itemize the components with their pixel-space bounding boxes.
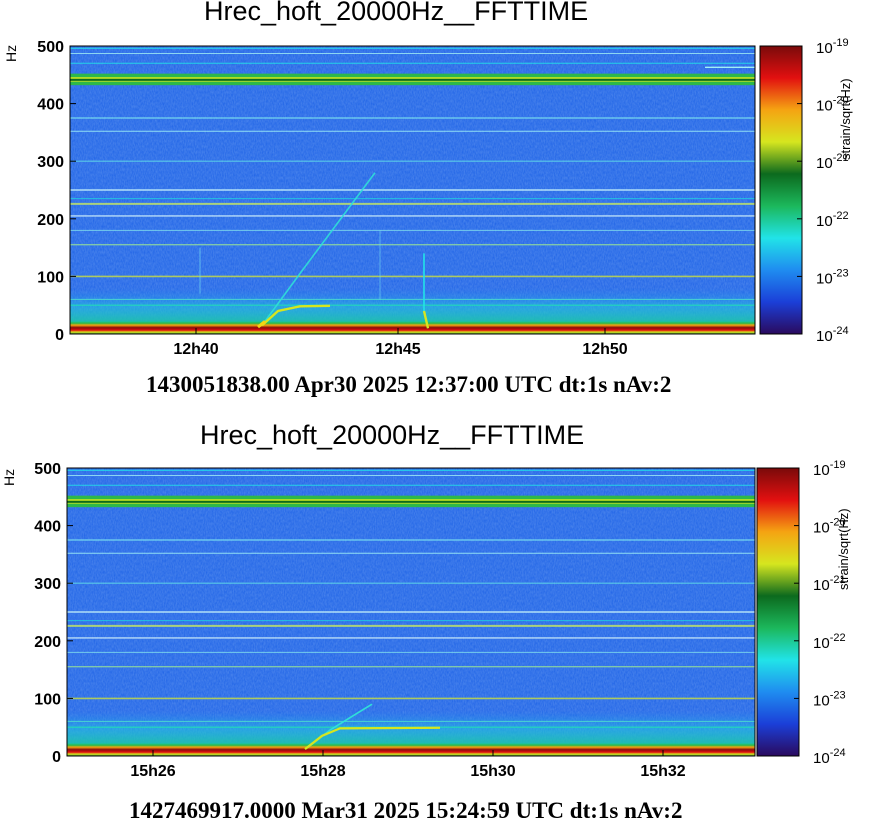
spectrogram-top: 0 100 200 300 400 500 12h40 12h45 12h50 10-19 10-2… bbox=[37, 37, 849, 358]
colorbar bbox=[756, 467, 800, 757]
chart-footer: 1427469917.0000 Mar31 2025 15:24:59 UTC … bbox=[129, 798, 683, 823]
colorbar-label: strain/sqrt(Hz) bbox=[838, 78, 853, 160]
band-440hz-dark bbox=[67, 500, 755, 503]
y-tick-label: 100 bbox=[34, 691, 61, 708]
x-tick-label: 15h32 bbox=[640, 763, 685, 780]
colorbar-tick-exponent: -20 bbox=[833, 95, 849, 107]
low-frequency-noise-band bbox=[70, 321, 755, 334]
x-tick-label: 15h28 bbox=[300, 763, 345, 780]
colorbar-tick-exponent: -24 bbox=[833, 325, 849, 337]
spectrogram-bottom: 0 100 200 300 400 500 15h26 15h28 15h30 15h32 10-1… bbox=[34, 459, 846, 780]
colorbar-tick-label: 10-23 bbox=[813, 689, 846, 709]
x-tick-label: 12h40 bbox=[173, 341, 218, 358]
chart-title: Hrec_hoft_20000Hz__FFTTIME bbox=[204, 0, 589, 26]
colorbar-tick-exponent: -23 bbox=[833, 267, 849, 279]
y-tick-label: 500 bbox=[34, 461, 61, 478]
colorbar-tick-exponent: -22 bbox=[830, 632, 846, 644]
y-tick-label: 400 bbox=[37, 97, 64, 114]
low-frequency-noise-band bbox=[67, 743, 755, 756]
x-tick-label: 15h30 bbox=[470, 763, 515, 780]
spectrogram-panel-bottom: Hrec_hoft_20000Hz__FFTTIME Hz 0 100 200 300… bbox=[0, 420, 885, 837]
colorbar-tick-exponent: -21 bbox=[830, 574, 846, 586]
colorbar-tick-exponent: -22 bbox=[833, 210, 849, 222]
colorbar-tick-label: 10-22 bbox=[816, 210, 849, 230]
chirp-trace-low bbox=[261, 304, 331, 327]
colorbar-tick-label: 10-22 bbox=[813, 632, 846, 652]
chart-footer: 1430051838.00 Apr30 2025 12:37:00 UTC dt… bbox=[146, 372, 672, 397]
y-tick-label: 200 bbox=[34, 634, 61, 651]
chirp-trace-base bbox=[257, 320, 266, 329]
colorbar-label: strain/sqrt(Hz) bbox=[836, 508, 851, 590]
transient-trace-low bbox=[422, 310, 430, 329]
x-tick-label: 12h50 bbox=[582, 341, 627, 358]
plot-frame bbox=[69, 45, 756, 335]
colorbar-tick-label: 10-23 bbox=[816, 267, 849, 287]
chirp-trace-low bbox=[304, 726, 441, 750]
colorbar bbox=[759, 45, 803, 335]
y-tick-label: 500 bbox=[37, 39, 64, 56]
colorbar-tick-label: 10-24 bbox=[813, 747, 846, 767]
colorbar-tick-label: 10-19 bbox=[816, 37, 849, 57]
colorbar-tick-label: 10-19 bbox=[813, 459, 846, 479]
y-tick-label: 400 bbox=[34, 519, 61, 536]
x-tick-label: 15h26 bbox=[130, 763, 175, 780]
colorbar-tick-exponent: -23 bbox=[830, 689, 846, 701]
y-tick-label: 300 bbox=[37, 154, 64, 171]
x-tick-label: 12h45 bbox=[375, 341, 420, 358]
plot-frame bbox=[66, 467, 756, 757]
chart-title: Hrec_hoft_20000Hz__FFTTIME bbox=[200, 420, 585, 450]
colorbar-tick-exponent: -19 bbox=[830, 459, 846, 471]
colorbar-tick-exponent: -21 bbox=[833, 152, 849, 164]
chirp-trace bbox=[261, 172, 376, 326]
y-tick-label: 300 bbox=[34, 576, 61, 593]
spectrogram-panel-top: Hrec_hoft_20000Hz__FFTTIME Hz 0 100 200 300… bbox=[0, 0, 885, 410]
colorbar-tick-label: 10-24 bbox=[816, 325, 849, 345]
colorbar-tick-exponent: -20 bbox=[830, 517, 846, 529]
colorbar-tick-exponent: -24 bbox=[830, 747, 846, 759]
y-tick-label: 0 bbox=[55, 327, 64, 344]
y-tick-label: 0 bbox=[52, 749, 61, 766]
colorbar-tick-exponent: -19 bbox=[833, 37, 849, 49]
band-440hz-dark bbox=[70, 78, 755, 81]
y-tick-label: 200 bbox=[37, 212, 64, 229]
y-tick-label: 100 bbox=[37, 269, 64, 286]
